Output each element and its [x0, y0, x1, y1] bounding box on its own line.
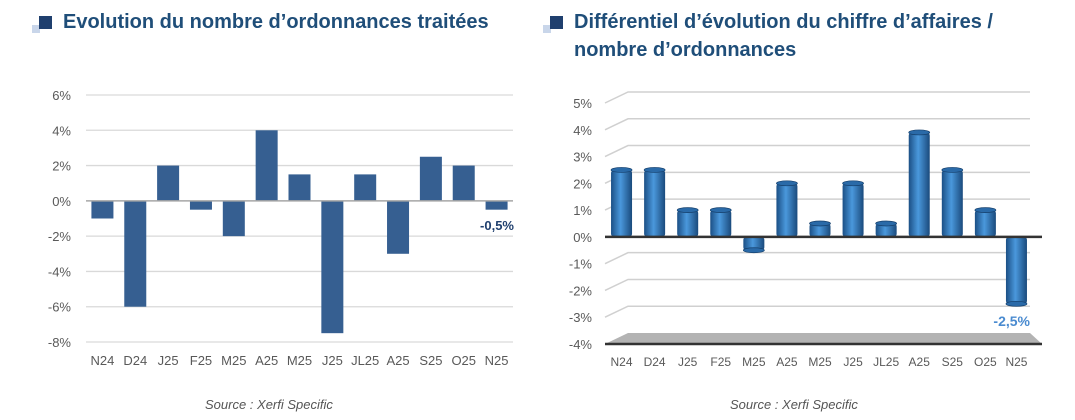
x-tick-label: F25	[190, 353, 212, 368]
y-tick-label: 2%	[573, 176, 592, 191]
x-tick-label: A25	[776, 355, 798, 369]
gridline	[604, 251, 1030, 265]
x-tick-label: J25	[158, 353, 179, 368]
y-tick-label: -4%	[48, 264, 72, 279]
y-tick-label: 3%	[573, 150, 592, 165]
x-tick-label: O25	[451, 353, 476, 368]
x-tick-label: M25	[808, 355, 832, 369]
bar	[776, 183, 798, 237]
y-tick-label: 4%	[52, 123, 71, 138]
bar	[611, 169, 633, 237]
bar-cap	[676, 207, 699, 213]
bar	[91, 200, 114, 219]
y-tick-label: 6%	[52, 88, 71, 103]
bar	[222, 200, 245, 237]
bar	[157, 165, 180, 201]
bar-cap	[941, 167, 964, 173]
x-tick-label: JL25	[351, 353, 379, 368]
bar	[387, 200, 410, 254]
x-tick-label: JL25	[873, 355, 899, 369]
gridline	[604, 278, 1030, 292]
x-tick-label: A25	[909, 355, 931, 369]
chart1-title: Evolution du nombre d’ordonnances traité…	[63, 11, 489, 33]
bar	[1005, 236, 1027, 304]
x-tick-label: J25	[322, 353, 343, 368]
x-tick-label: F25	[710, 355, 731, 369]
chart2-title: Différentiel d’évolution du chiffre d’af…	[574, 11, 993, 61]
x-tick-label: N25	[1005, 355, 1027, 369]
bar-cap	[643, 167, 666, 173]
y-tick-label: 0%	[573, 230, 592, 245]
bar-cap	[742, 247, 765, 254]
y-tick-label: 0%	[52, 194, 71, 209]
gridline	[604, 171, 1030, 185]
x-tick-label: S25	[942, 355, 964, 369]
bar-cap	[776, 180, 798, 187]
bar	[908, 132, 930, 237]
y-tick-label: -4%	[569, 337, 593, 352]
bar	[124, 200, 147, 307]
bar	[974, 210, 996, 237]
bar	[452, 165, 475, 201]
data-label: -0,5%	[480, 218, 514, 233]
bar	[354, 174, 377, 201]
bar-cap	[709, 207, 732, 213]
bar	[677, 210, 699, 237]
y-tick-label: 1%	[573, 203, 592, 218]
gridline	[604, 305, 1030, 318]
x-tick-label: M25	[287, 353, 312, 368]
bar-cap	[610, 167, 633, 173]
x-tick-label: J25	[843, 355, 863, 369]
y-tick-label: 4%	[573, 123, 592, 138]
x-tick-label: M25	[742, 355, 766, 369]
x-tick-label: J25	[678, 355, 698, 369]
x-tick-label: S25	[419, 353, 442, 368]
bar	[255, 130, 278, 201]
bar	[288, 174, 311, 201]
bar	[644, 169, 666, 237]
y-tick-label: -1%	[569, 257, 593, 272]
x-tick-label: N25	[485, 353, 509, 368]
gridline	[604, 91, 1030, 104]
bar	[875, 223, 897, 237]
bar	[485, 200, 508, 210]
y-tick-label: -8%	[48, 335, 72, 350]
bar	[842, 183, 864, 237]
x-tick-label: M25	[221, 353, 246, 368]
floor	[605, 333, 1042, 344]
y-tick-label: -6%	[48, 300, 72, 315]
bar	[809, 223, 831, 237]
bar	[189, 200, 212, 210]
x-tick-label: N24	[611, 355, 633, 369]
bar	[941, 169, 963, 237]
chart2-source: Source : Xerfi Specific	[730, 397, 858, 412]
y-tick-label: -2%	[569, 283, 593, 298]
gridline	[604, 118, 1030, 131]
x-tick-label: O25	[974, 355, 997, 369]
x-tick-label: D24	[644, 355, 666, 369]
bar	[419, 156, 442, 201]
y-tick-label: -3%	[569, 310, 593, 325]
bar-cap	[974, 207, 997, 213]
gridline	[604, 144, 1030, 158]
y-tick-label: 2%	[52, 159, 71, 174]
bar-cap	[842, 180, 864, 187]
x-tick-label: A25	[255, 353, 278, 368]
x-tick-label: A25	[386, 353, 409, 368]
data-label: -2,5%	[993, 313, 1030, 329]
bar	[321, 200, 344, 334]
bar-cap	[809, 220, 831, 227]
gridline	[604, 198, 1030, 211]
y-tick-label: 5%	[573, 96, 592, 111]
bar-cap	[1005, 300, 1028, 307]
bar	[743, 236, 765, 251]
bar	[710, 210, 732, 237]
bar-cap	[875, 220, 898, 227]
y-tick-label: -2%	[48, 229, 72, 244]
bar-cap	[908, 129, 931, 136]
x-tick-label: N24	[90, 353, 114, 368]
chart1-source: Source : Xerfi Specific	[205, 397, 333, 412]
x-tick-label: D24	[123, 353, 147, 368]
